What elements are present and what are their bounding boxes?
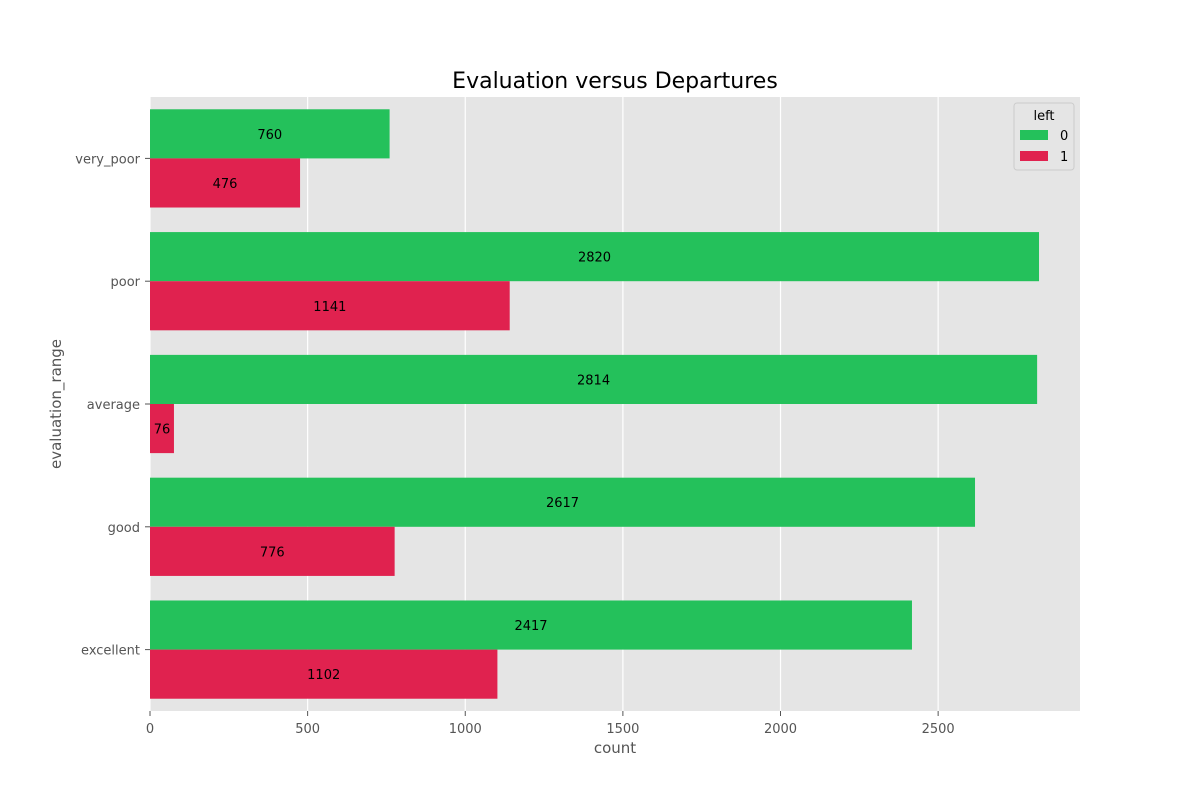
bar-excellent-left-0 [150, 600, 912, 650]
legend-label-1: 1 [1060, 150, 1068, 165]
bar-value-label: 2417 [514, 619, 547, 634]
x-tick-label: 2000 [764, 722, 797, 737]
bar-average-left-1 [150, 404, 174, 454]
x-tick-label: 500 [295, 722, 320, 737]
y-tick-label: excellent [81, 644, 140, 659]
legend: left 0 1 [1013, 102, 1075, 171]
legend-label-0: 0 [1060, 129, 1068, 144]
x-axis-ticks: 0 500 1000 1500 2000 2500 [146, 711, 955, 737]
bar-value-label: 2617 [546, 496, 579, 511]
bar-value-label: 760 [257, 128, 282, 143]
x-tick-label: 1000 [449, 722, 482, 737]
bar-excellent-left-1 [150, 649, 498, 699]
bar-poor-left-1 [150, 281, 510, 331]
legend-swatch-0 [1020, 130, 1048, 140]
bar-average-left-0 [150, 354, 1038, 404]
chart-title: Evaluation versus Departures [452, 69, 778, 94]
x-tick-label: 1500 [606, 722, 639, 737]
y-tick-label: average [87, 398, 140, 413]
y-tick-label: good [108, 521, 140, 536]
bar-value-label: 476 [213, 177, 238, 192]
bar-good-left-1 [150, 526, 395, 576]
bar-value-label: 2820 [578, 251, 611, 266]
bar-very_poor-left-0 [150, 109, 390, 159]
x-axis-label: count [594, 739, 636, 757]
bars [150, 109, 1040, 699]
x-tick-label: 2500 [922, 722, 955, 737]
y-tick-label: very_poor [75, 152, 140, 167]
bar-value-label: 76 [154, 423, 171, 438]
bar-labels: 760 476 2820 1141 2814 76 2617 776 2417 1102 [154, 128, 611, 683]
bar-good-left-0 [150, 477, 976, 527]
bar-value-label: 1102 [307, 668, 340, 683]
bar-value-label: 2814 [577, 373, 610, 388]
bar-very_poor-left-1 [150, 158, 301, 208]
legend-swatch-1 [1020, 151, 1048, 161]
bar-value-label: 776 [260, 545, 285, 560]
bar-value-label: 1141 [313, 300, 346, 315]
legend-title: left [1033, 109, 1054, 124]
y-tick-label: poor [110, 275, 140, 290]
y-axis-label: evaluation_range [47, 339, 66, 469]
x-tick-label: 0 [146, 722, 154, 737]
bar-poor-left-0 [150, 232, 1040, 282]
